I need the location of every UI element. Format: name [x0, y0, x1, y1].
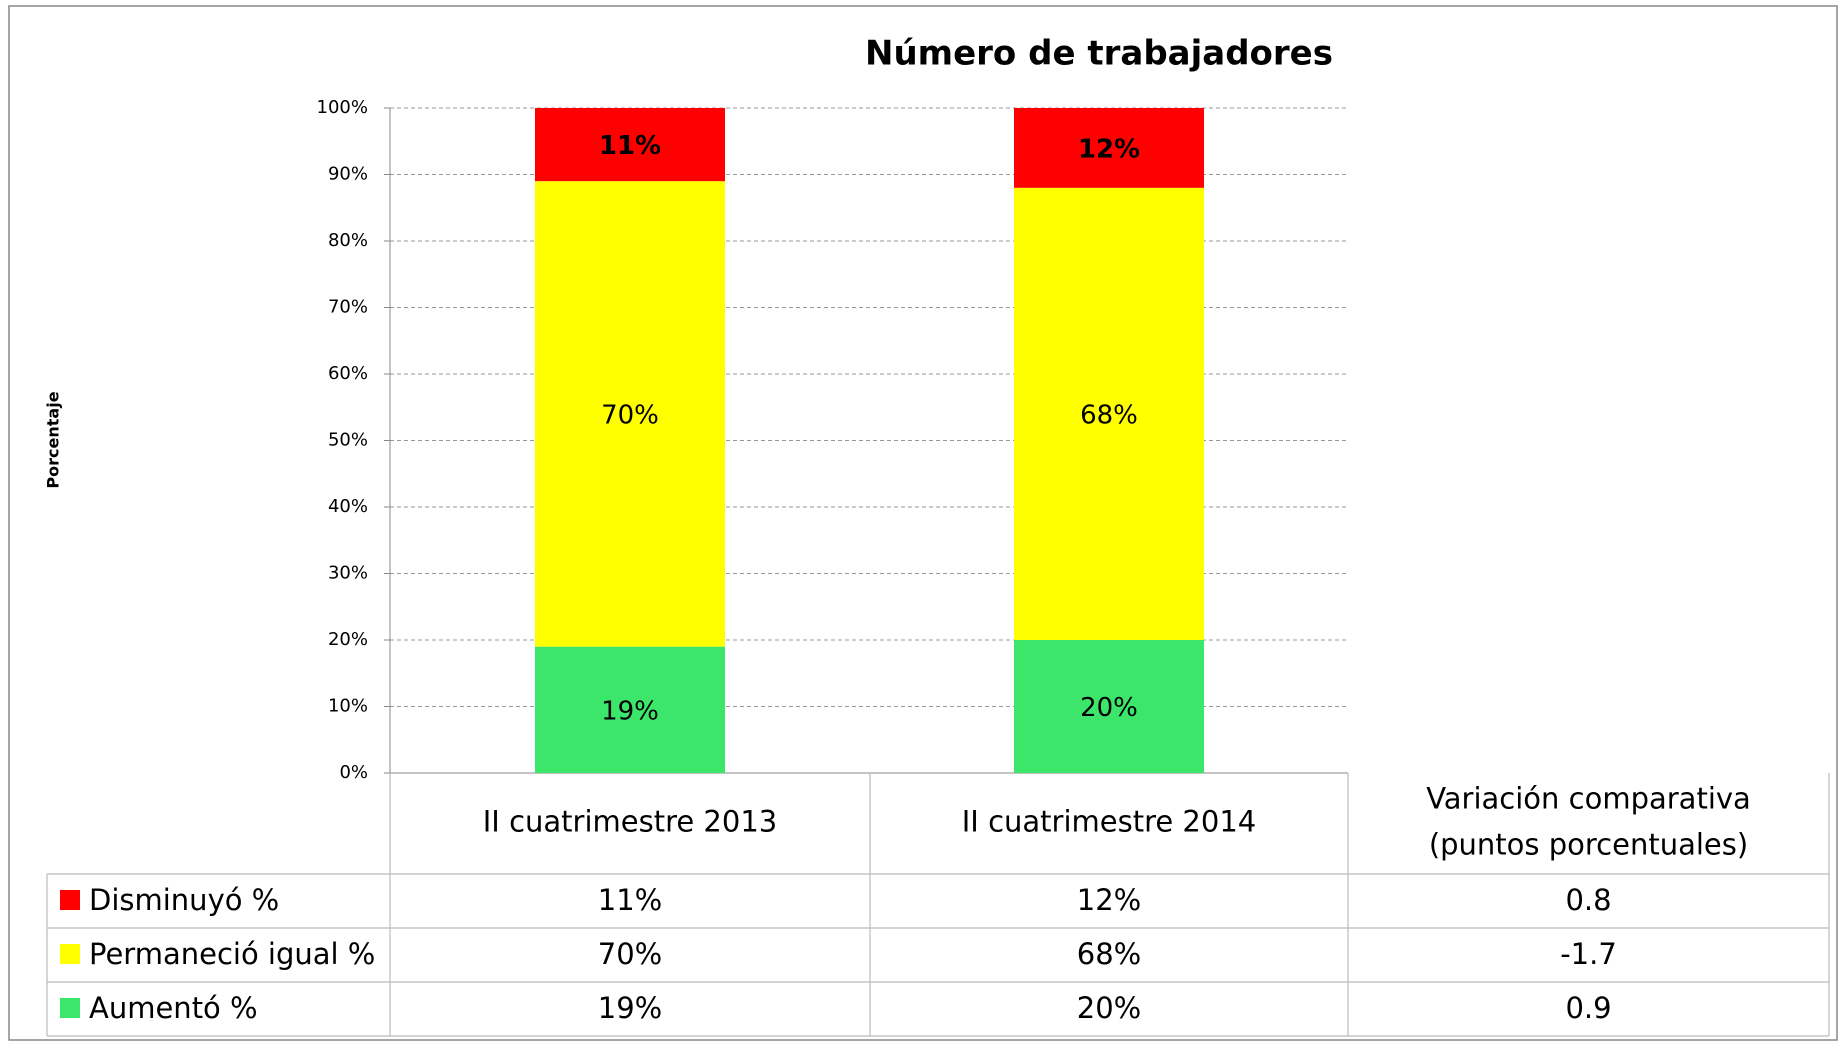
bar-segment	[535, 108, 725, 182]
data-label: 20%	[1080, 693, 1138, 723]
y-tick-label: 20%	[328, 629, 368, 650]
y-tick-label: 70%	[328, 297, 368, 318]
legend-label: Disminuyó %	[89, 883, 279, 917]
data-label: 12%	[1078, 134, 1140, 164]
data-label: 68%	[1080, 400, 1138, 430]
y-tick-label: 90%	[328, 164, 368, 185]
y-tick-label: 10%	[328, 696, 368, 717]
chart-border	[8, 5, 1838, 1041]
data-label: 11%	[599, 131, 661, 161]
table-cell: 0.8	[1565, 883, 1611, 917]
bar-segment	[1014, 108, 1204, 188]
table-cell: 19%	[598, 991, 662, 1025]
table-cell: 68%	[1077, 937, 1141, 971]
y-tick-label: 30%	[328, 563, 368, 584]
table-cell: 20%	[1077, 991, 1141, 1025]
table-cell: 70%	[598, 937, 662, 971]
table-cell: 12%	[1077, 883, 1141, 917]
column-header: Variación comparativa	[1426, 782, 1751, 816]
legend-label: Aumentó %	[89, 991, 258, 1025]
table-cell: 11%	[598, 883, 662, 917]
bar-segment	[535, 646, 725, 773]
x-tick-label: II cuatrimestre 2013	[483, 805, 778, 839]
y-tick-label: 50%	[328, 430, 368, 451]
bar-segment	[535, 181, 725, 647]
y-tick-label: 40%	[328, 496, 368, 517]
chart-title: Número de trabajadores	[865, 34, 1333, 74]
bar-segment	[1014, 187, 1204, 641]
column-header: (puntos porcentuales)	[1429, 828, 1748, 862]
bar-segment	[1014, 640, 1204, 773]
legend-swatch	[60, 998, 80, 1018]
table-cell: 0.9	[1565, 991, 1611, 1025]
y-tick-label: 60%	[328, 363, 368, 384]
data-label: 70%	[601, 400, 659, 430]
y-tick-label: 0%	[339, 762, 368, 783]
y-tick-label: 80%	[328, 230, 368, 251]
x-tick-label: II cuatrimestre 2014	[962, 805, 1257, 839]
legend-swatch	[60, 890, 80, 910]
legend-swatch	[60, 944, 80, 964]
y-tick-label: 100%	[317, 97, 368, 118]
legend-label: Permaneció igual %	[89, 937, 375, 971]
table-cell: -1.7	[1560, 937, 1617, 971]
y-axis-label: Porcentaje	[44, 391, 63, 488]
data-label: 19%	[601, 696, 659, 726]
